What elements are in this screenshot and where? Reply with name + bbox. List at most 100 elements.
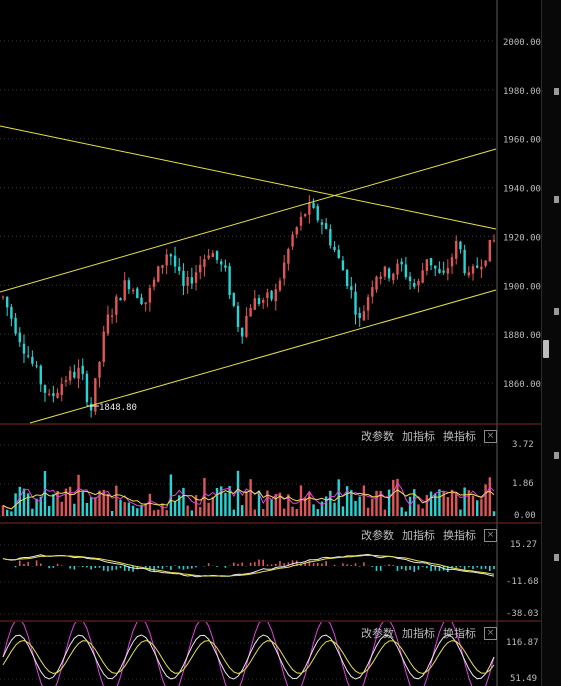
volume-bar	[379, 490, 382, 516]
volume-bar	[324, 496, 328, 516]
candle-body	[253, 298, 256, 310]
candle-body	[14, 317, 17, 334]
volume-bar	[417, 504, 420, 516]
close-icon[interactable]: ×	[484, 528, 497, 542]
volume-bar	[220, 486, 223, 516]
candle-body	[421, 270, 424, 283]
volume-bar	[446, 497, 450, 516]
volume-bar	[94, 497, 97, 516]
candle-body	[123, 280, 126, 301]
candle-body	[106, 314, 110, 334]
candle-body	[329, 229, 332, 246]
candle-body	[366, 297, 370, 311]
change-params-button[interactable]: 改参数	[361, 627, 394, 640]
volume-bar	[207, 502, 210, 516]
candle-body	[220, 261, 223, 265]
candle-body	[52, 393, 55, 397]
candle-body	[31, 356, 34, 364]
volume-panel	[1, 470, 496, 516]
volume-bar	[148, 493, 152, 516]
macd-tick: 15.27	[510, 540, 537, 550]
volume-bar	[467, 490, 471, 516]
chart-canvas[interactable]: 1848.80 2000.00 1980.00 1960.00 1940.00 1920…	[0, 0, 541, 686]
macd-tick: -11.68	[506, 577, 539, 587]
low-price-label: 1848.80	[99, 403, 137, 413]
trendline	[29, 289, 497, 424]
volume-bar	[119, 499, 122, 516]
candle-body	[186, 276, 189, 286]
candle-body	[127, 280, 131, 290]
candle-body	[362, 311, 366, 321]
volume-bar	[253, 509, 256, 516]
trendline	[0, 125, 497, 230]
volume-bar	[102, 489, 105, 516]
candle-body	[245, 315, 248, 337]
volume-bar	[236, 470, 240, 516]
candle-body	[324, 223, 328, 229]
volume-bar	[77, 474, 80, 516]
candle-body	[337, 249, 340, 258]
volume-bar	[333, 502, 336, 516]
candle-body	[10, 306, 13, 319]
candle-body	[261, 299, 265, 303]
candle-body	[102, 331, 105, 363]
add-indicator-button[interactable]: 加指标	[402, 430, 435, 443]
volume-bar	[261, 508, 265, 516]
candle-body	[110, 315, 114, 317]
candle-body	[56, 392, 59, 398]
candle-body	[312, 202, 315, 208]
volume-bar	[31, 508, 34, 516]
switch-indicator-button[interactable]: 换指标	[443, 430, 476, 443]
change-params-button[interactable]: 改参数	[361, 529, 394, 542]
candle-body	[455, 240, 458, 259]
volume-bar	[291, 506, 294, 516]
volume-bar	[73, 503, 76, 516]
candle-body	[282, 262, 286, 279]
volume-bar	[484, 484, 487, 516]
volume-bar	[303, 497, 307, 516]
volume-bar	[320, 501, 324, 516]
volume-bar	[131, 505, 135, 516]
price-tick: 1980.00	[503, 87, 541, 97]
add-indicator-button[interactable]: 加指标	[402, 529, 435, 542]
volume-bar	[316, 509, 319, 516]
candle-body	[249, 307, 252, 317]
volume-bar	[68, 486, 72, 516]
volume-bar	[115, 485, 118, 516]
kdj-tick: 51.49	[510, 674, 537, 684]
candle-body	[392, 273, 395, 281]
candle-body	[199, 264, 202, 273]
close-icon[interactable]: ×	[484, 626, 497, 640]
candle-body	[303, 214, 307, 217]
price-axis: 2000.00 1980.00 1960.00 1940.00 1920.00 1900.…	[503, 38, 541, 390]
macd-panel	[2, 553, 495, 578]
candle-body	[157, 266, 160, 282]
volume-bar	[56, 490, 59, 516]
volume-bar	[480, 499, 483, 516]
volume-tick: 1.86	[512, 479, 534, 489]
switch-indicator-button[interactable]: 换指标	[443, 529, 476, 542]
candle-body	[291, 234, 294, 247]
change-params-button[interactable]: 改参数	[361, 430, 394, 443]
macd-tick: -38.03	[506, 609, 539, 619]
candle-body	[417, 280, 420, 286]
side-marker	[554, 308, 559, 315]
candle-body	[5, 296, 9, 308]
candle-body	[442, 270, 445, 273]
volume-bar	[228, 486, 231, 516]
volume-bar	[35, 498, 38, 516]
close-icon[interactable]: ×	[484, 429, 497, 443]
switch-indicator-button[interactable]: 换指标	[443, 627, 476, 640]
volume-bar	[375, 490, 378, 516]
collapse-handle-icon[interactable]	[543, 340, 549, 358]
volume-bar	[110, 511, 114, 516]
candle-body	[345, 269, 349, 287]
volume-bar	[463, 487, 466, 516]
candle-body	[169, 254, 173, 257]
volume-bar	[354, 500, 357, 516]
volume-bar	[43, 471, 47, 516]
add-indicator-button[interactable]: 加指标	[402, 627, 435, 640]
volume-bar	[295, 508, 298, 516]
candle-body	[203, 259, 206, 267]
volume-bar	[144, 503, 147, 516]
